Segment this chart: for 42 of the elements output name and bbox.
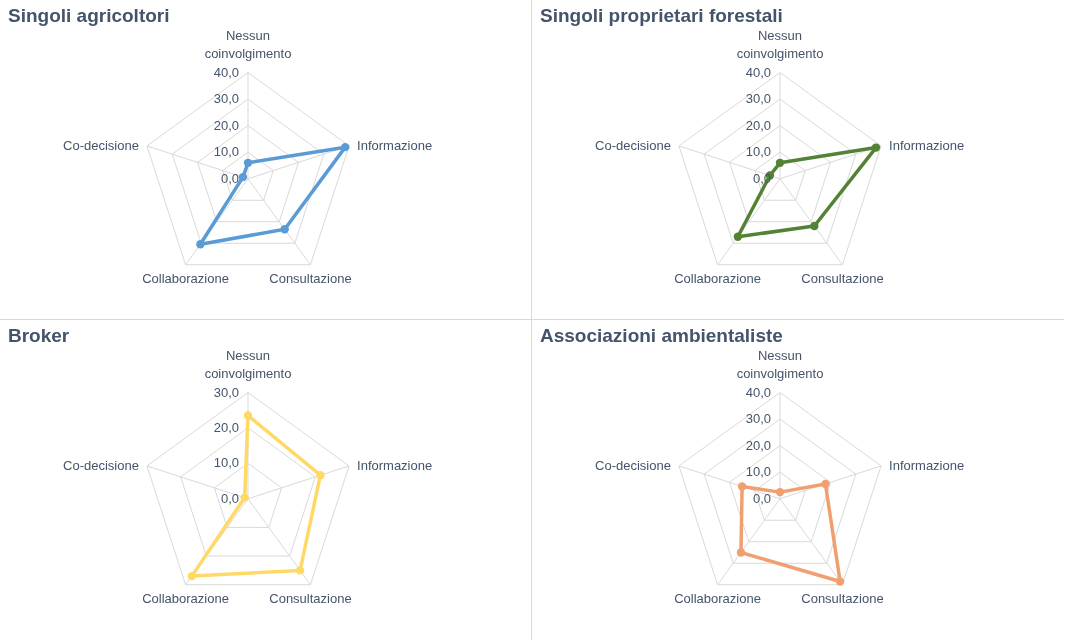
spoke-label: Consultazione [269, 270, 352, 286]
spoke-label: Nessun coinvolgimento [736, 347, 824, 381]
spoke-label: Co-decisione [63, 137, 139, 153]
spoke-label: Consultazione [801, 590, 884, 606]
spoke-label: Informazione [357, 457, 433, 473]
spoke-label: Co-decisione [63, 457, 139, 473]
spoke-label: Informazione [889, 457, 965, 473]
y-tick-label: 0,0 [752, 490, 771, 506]
spoke-label: Consultazione [801, 270, 884, 286]
y-tick-label: 30,0 [213, 91, 239, 107]
y-tick-label: 40,0 [213, 64, 239, 80]
y-tick-label: 10,0 [745, 464, 771, 480]
y-tick-label: 20,0 [745, 437, 771, 453]
chart-title: Singoli agricoltori [8, 4, 170, 26]
chart-title: Broker [8, 324, 70, 346]
y-tick-label: 10,0 [213, 455, 239, 471]
y-tick-label: 20,0 [213, 419, 239, 435]
spoke-label: Collaborazione [674, 270, 761, 286]
spoke-label: Collaborazione [674, 590, 761, 606]
spoke-label: Informazione [889, 137, 965, 153]
y-tick-label: 30,0 [213, 384, 239, 400]
y-tick-label: 20,0 [213, 117, 239, 133]
spoke-label: Nessun coinvolgimento [736, 27, 824, 61]
y-tick-label: 10,0 [745, 144, 771, 160]
y-tick-label: 30,0 [745, 91, 771, 107]
spoke-label: Nessun coinvolgimento [204, 27, 292, 61]
spoke-label: Informazione [357, 137, 433, 153]
chart-title: Associazioni ambientaliste [540, 324, 783, 346]
y-tick-label: 20,0 [745, 117, 771, 133]
y-tick-label: 0,0 [220, 490, 239, 506]
spoke-label: Consultazione [269, 590, 352, 606]
spoke-label: Collaborazione [142, 270, 229, 286]
y-tick-label: 30,0 [745, 411, 771, 427]
chart-title: Singoli proprietari forestali [540, 4, 783, 26]
spoke-label: Co-decisione [595, 457, 671, 473]
spoke-label: Co-decisione [595, 137, 671, 153]
y-tick-label: 40,0 [745, 64, 771, 80]
y-tick-label: 40,0 [745, 384, 771, 400]
spoke-label: Collaborazione [142, 590, 229, 606]
y-tick-label: 10,0 [213, 144, 239, 160]
spoke-label: Nessun coinvolgimento [204, 347, 292, 381]
y-tick-label: 0,0 [220, 170, 239, 186]
